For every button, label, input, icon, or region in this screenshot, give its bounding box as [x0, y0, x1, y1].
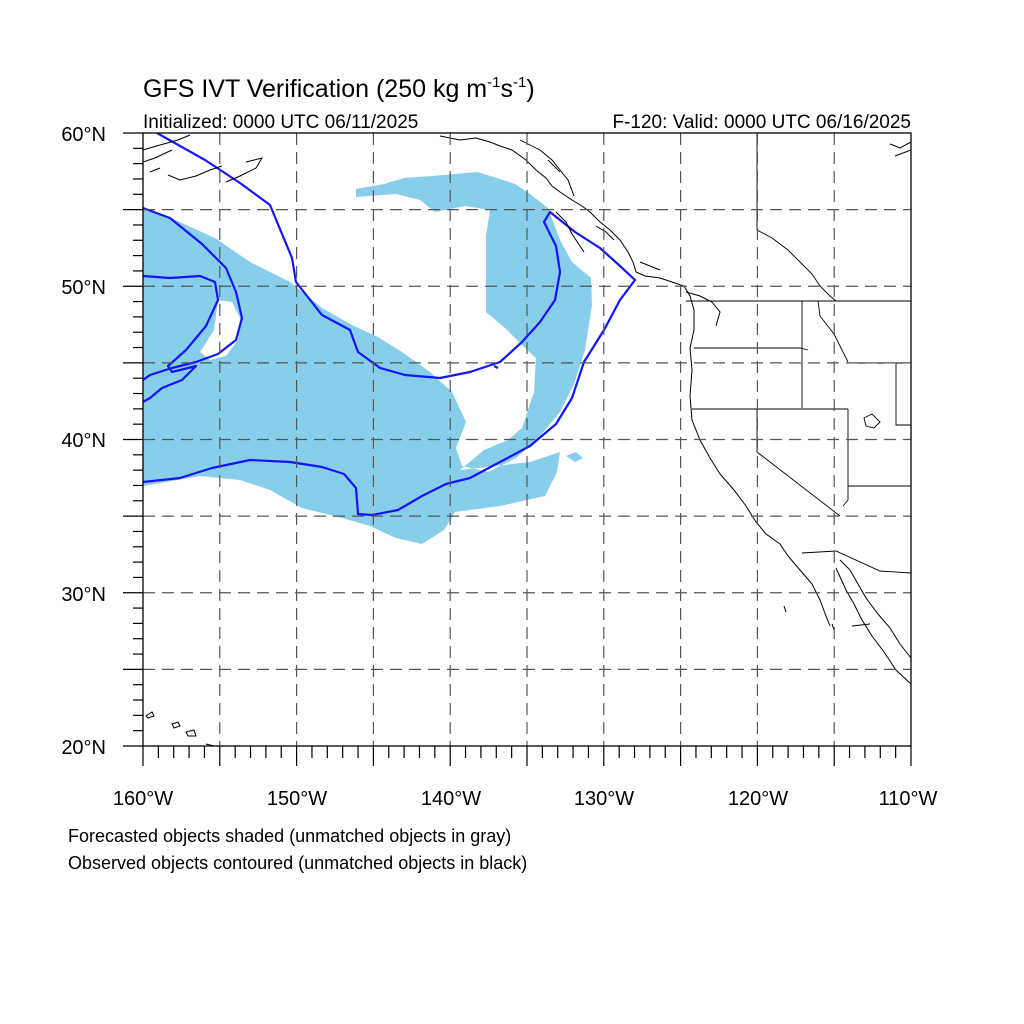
border-us-mexico — [801, 550, 911, 574]
title-mid: s — [500, 75, 513, 103]
observed-contour-dot — [493, 365, 499, 369]
lon-label-120w: 120°W — [728, 788, 788, 810]
observed-contour-arc — [143, 206, 244, 381]
forecast-object-west — [143, 292, 205, 395]
border-id-mt — [817, 300, 849, 363]
lat-label-60n: 60°N — [61, 124, 106, 146]
coast-mexico-east — [889, 141, 911, 157]
coastlines — [143, 134, 911, 746]
lat-label-30n: 30°N — [61, 584, 106, 606]
title-sup2: -1 — [513, 74, 526, 91]
title-main: GFS IVT Verification (250 kg m — [143, 75, 487, 103]
lat-axis: 60°N 50°N 40°N 30°N 20°N — [61, 124, 106, 759]
map-panel — [143, 133, 911, 746]
valid-time-label: F-120: Valid: 0000 UTC 06/16/2025 — [612, 112, 911, 133]
title-end: ) — [526, 75, 534, 103]
caption-observed: Observed objects contoured (unmatched ob… — [68, 853, 527, 873]
coast-alaska-gulf — [143, 134, 831, 627]
great-salt-lake — [863, 413, 881, 429]
border-wy — [895, 362, 911, 426]
border-bc-alberta — [756, 133, 837, 302]
border-alaska-bc — [519, 139, 561, 173]
lon-label-130w: 130°W — [574, 788, 634, 810]
observed-contour-west — [143, 274, 220, 403]
lat-label-20n: 20°N — [61, 737, 106, 759]
lon-label-110w: 110°W — [879, 788, 938, 810]
forecast-object-small — [566, 452, 583, 462]
lon-axis: 160°W 150°W 140°W 130°W 120°W 110°W — [113, 788, 938, 810]
figure-title: GFS IVT Verification (250 kg m-1s-1) — [143, 74, 535, 103]
observed-contour-main — [143, 133, 637, 517]
coast-baja — [783, 559, 911, 685]
lat-label-50n: 50°N — [61, 277, 106, 299]
border-wa-or — [694, 347, 809, 351]
initialized-label: Initialized: 0000 UTC 06/11/2025 — [143, 112, 418, 133]
lon-label-160w: 160°W — [113, 788, 173, 810]
border-nv-ut — [842, 409, 849, 507]
coast-bc-islands — [539, 149, 721, 327]
lon-label-140w: 140°W — [421, 788, 481, 810]
lon-label-150w: 150°W — [267, 788, 327, 810]
lat-label-40n: 40°N — [61, 430, 106, 452]
title-sup1: -1 — [487, 74, 500, 91]
graticule — [143, 133, 911, 746]
coast-hawaii — [145, 711, 215, 746]
tick-marks — [123, 132, 912, 766]
border-ca-nv — [756, 409, 841, 517]
caption-forecast: Forecasted objects shaded (unmatched obj… — [68, 826, 511, 846]
